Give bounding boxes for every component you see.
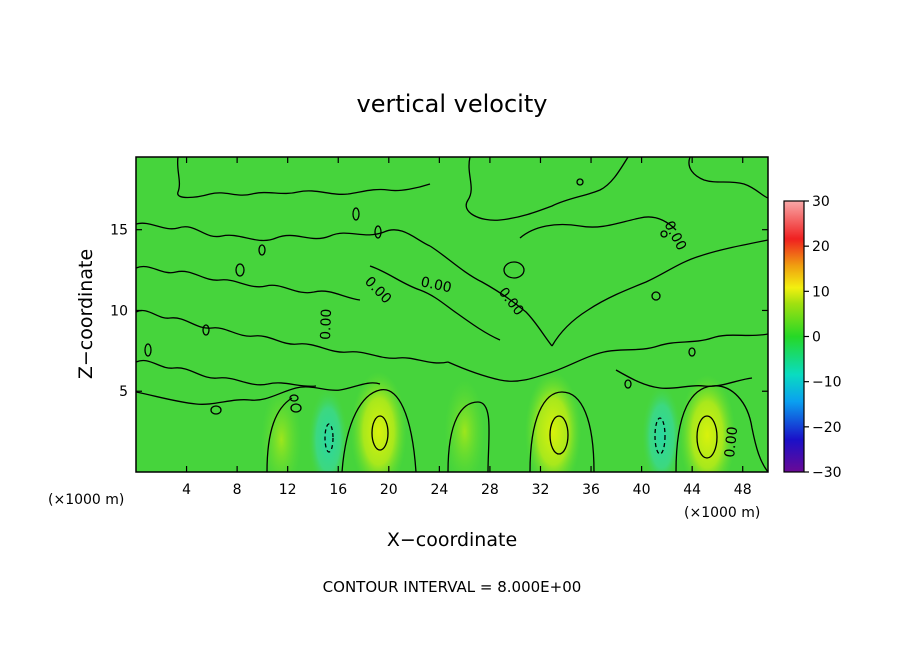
contour-cell <box>576 178 584 186</box>
contour-cell-negative <box>654 417 666 455</box>
contour-line <box>519 216 677 239</box>
colorbar-tick-label: −10 <box>812 375 842 391</box>
x-tick-label: 20 <box>380 482 398 498</box>
contour-line <box>675 385 768 472</box>
colorbar-tick-label: 20 <box>812 239 830 255</box>
contour-line <box>465 157 629 221</box>
contour-line <box>136 309 449 364</box>
contour-cell <box>660 230 668 238</box>
colorbar-tick-label: 0 <box>812 330 821 346</box>
updraft-region <box>350 371 407 472</box>
x-tick-label: 48 <box>734 482 752 498</box>
y-axis-title: Z−coordinate <box>75 249 97 379</box>
y-axis: 5 10 15 <box>110 223 768 400</box>
contour-cell <box>290 403 302 413</box>
colorbar-tick-label: 30 <box>812 194 830 210</box>
contour-line <box>447 401 490 472</box>
contour-line <box>429 245 553 347</box>
contour-line <box>136 359 317 387</box>
plot-frame <box>135 156 769 473</box>
x-unit-label: (×1000 m) <box>684 505 760 521</box>
contour-cell <box>235 263 245 277</box>
y-tick-label: 15 <box>110 223 128 239</box>
contour-cell <box>371 415 389 451</box>
downdraft-region <box>641 384 682 472</box>
contour-line <box>136 222 431 247</box>
updraft-region <box>261 387 302 472</box>
x-axis-title: X−coordinate <box>387 529 517 551</box>
contour-cell-negative <box>324 423 334 453</box>
contour-cell <box>624 379 632 389</box>
x-tick-label: 12 <box>279 482 297 498</box>
colorbar-tick-label: −30 <box>812 465 842 481</box>
contour-cell <box>549 415 569 455</box>
chart-title: vertical velocity <box>357 90 548 118</box>
y-tick-label: 5 <box>119 384 128 400</box>
updraft-region <box>444 379 485 472</box>
contour-line <box>447 333 768 382</box>
x-tick-label: 16 <box>329 482 347 498</box>
y-tick-label: 10 <box>110 303 128 319</box>
contour-line <box>369 265 501 341</box>
contour-line <box>136 382 381 405</box>
colorbar-tick-label: 10 <box>812 284 830 300</box>
contour-cell <box>696 415 718 459</box>
contour-line <box>688 157 768 199</box>
x-tick-label: 32 <box>532 482 550 498</box>
contour-cell <box>289 394 299 402</box>
plot-area: 0.00 0.00 0.00 0.00 0.00 0.00 <box>135 156 769 473</box>
contour-line <box>551 239 768 347</box>
y-unit-label: (×1000 m) <box>48 492 124 508</box>
contour-cell <box>374 225 382 239</box>
colorbar-gradient <box>783 200 805 473</box>
x-tick-label: 36 <box>582 482 600 498</box>
downdraft-region <box>308 387 349 472</box>
contour-line <box>615 369 753 390</box>
x-tick-label: 24 <box>430 482 448 498</box>
contour-cell <box>258 244 266 256</box>
x-tick-label: 8 <box>233 482 242 498</box>
contour-line <box>529 391 595 472</box>
x-axis: 4 8 12 16 20 24 28 32 36 40 44 48 <box>182 157 752 498</box>
colorbar-ticks: −30 −20 −10 0 10 20 30 <box>804 194 842 481</box>
contour-cell <box>210 405 222 415</box>
x-tick-label: 40 <box>633 482 651 498</box>
colorbar: −30 −20 −10 0 10 20 30 <box>783 194 842 481</box>
velocity-field <box>261 371 736 472</box>
contour-line <box>176 157 431 199</box>
contour-label: 0.00 <box>318 308 335 340</box>
contour-cell <box>352 207 360 221</box>
contour-label: 0.00 <box>722 426 741 459</box>
x-tick-label: 44 <box>683 482 701 498</box>
updraft-region <box>679 374 736 472</box>
contour-line <box>136 265 361 301</box>
contour-line <box>266 397 293 472</box>
contour-cell <box>651 291 661 301</box>
x-tick-label: 28 <box>481 482 499 498</box>
contour-cell <box>503 261 525 279</box>
contour-cell <box>688 347 696 357</box>
contour-cell <box>144 343 152 357</box>
colorbar-tick-label: −20 <box>812 420 842 436</box>
x-tick-label: 4 <box>182 482 191 498</box>
contour-label: 0.00 <box>419 274 453 296</box>
contour-line <box>341 389 417 472</box>
contour-interval-note: CONTOUR INTERVAL = 8.000E+00 <box>323 578 582 596</box>
contour-lines <box>136 157 768 472</box>
contour-cell <box>202 324 210 336</box>
